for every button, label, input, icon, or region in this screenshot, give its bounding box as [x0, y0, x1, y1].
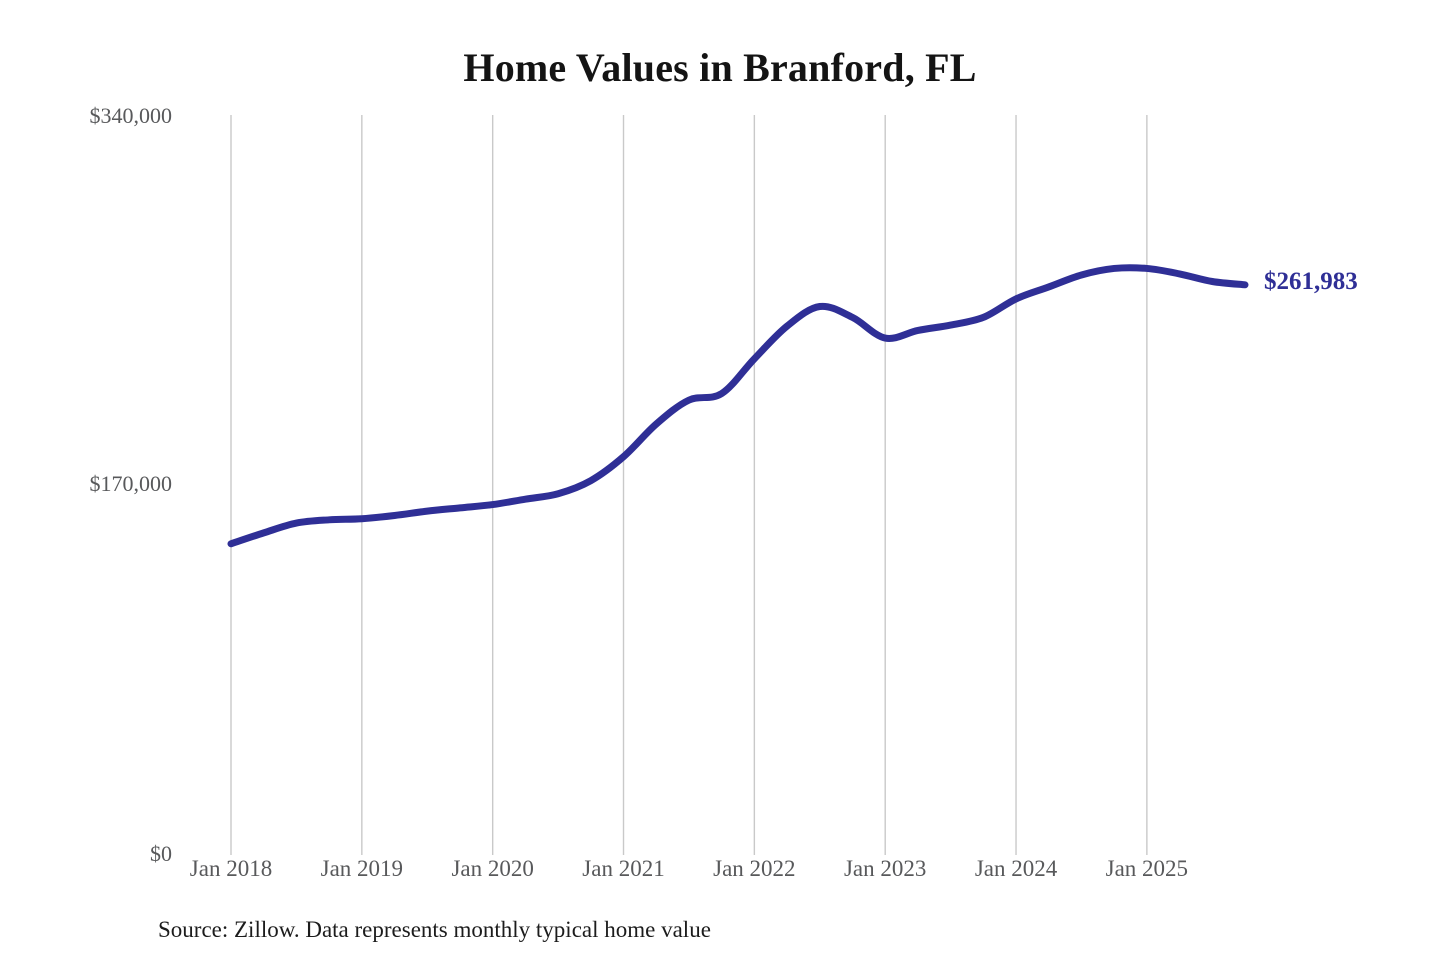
x-axis-tick-label-jan-2025: Jan 2025 [1105, 856, 1189, 881]
y-axis-tick-label-top: $340,000 [89, 103, 173, 128]
x-axis-tick-label-jan-2018: Jan 2018 [189, 856, 273, 881]
chart-title: Home Values in Branford, FL [463, 45, 977, 90]
x-axis-tick-label-jan-2021: Jan 2021 [582, 856, 665, 881]
source-note: Source: Zillow. Data represents monthly … [158, 917, 711, 942]
x-axis-tick-label-jan-2019: Jan 2019 [320, 856, 404, 881]
x-axis-tick-label-jan-2020: Jan 2020 [451, 856, 534, 881]
y-axis-tick-label-zero: $0 [150, 841, 172, 866]
y-axis-tick-label-mid: $170,000 [89, 471, 173, 496]
data-series-group [227, 264, 1249, 548]
series-line-0 [227, 264, 1249, 548]
x-axis-tick-label-jan-2022: Jan 2022 [713, 856, 796, 881]
x-axis-tick-label-jan-2024: Jan 2024 [974, 856, 1058, 881]
end-value-annotation: $261,983 [1264, 267, 1358, 295]
x-axis-tick-label-jan-2023: Jan 2023 [843, 856, 927, 881]
gridlines-group [230, 115, 1148, 855]
